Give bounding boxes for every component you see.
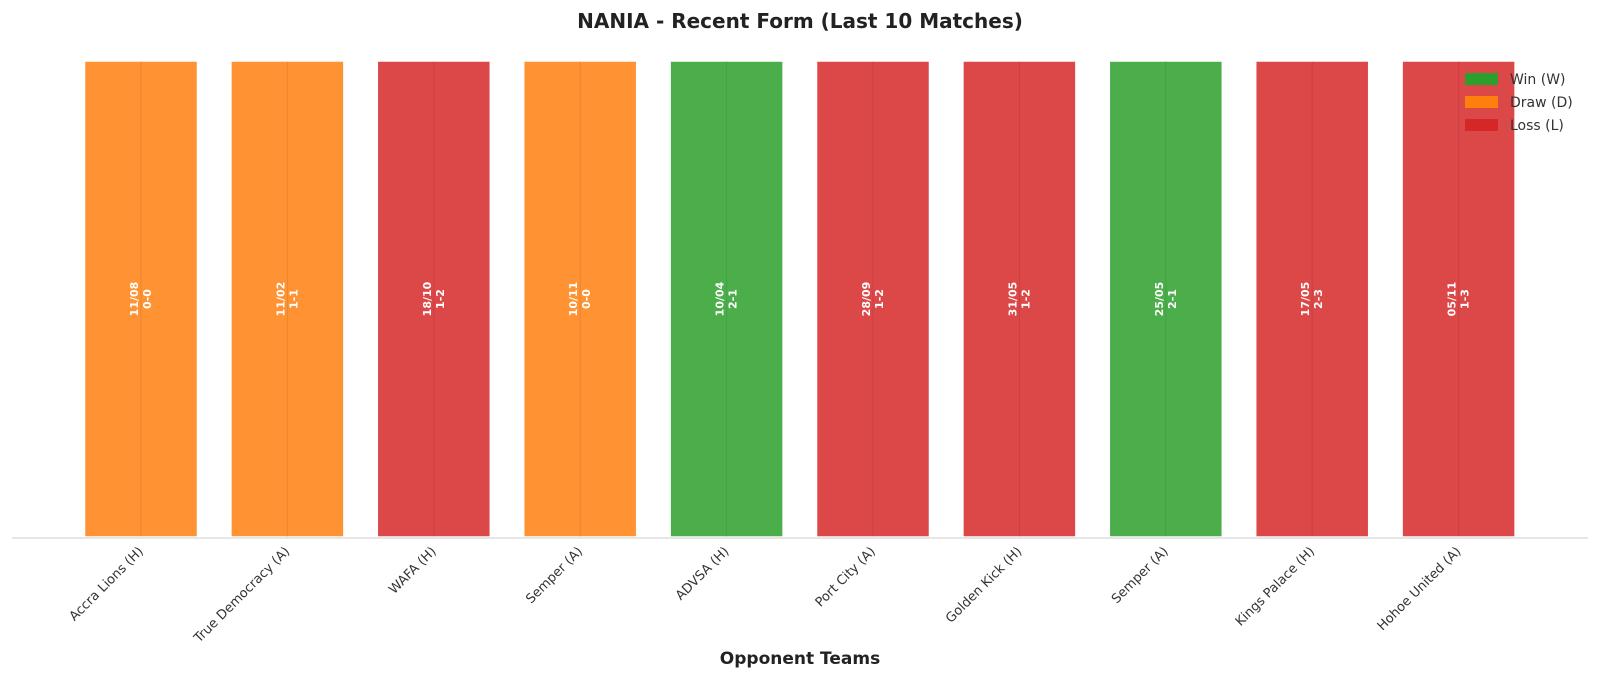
legend: Win (W) Draw (D) Loss (L): [1465, 72, 1573, 134]
legend-swatch-w: [1465, 73, 1498, 85]
bar-label-8: 25/052-1: [1153, 282, 1179, 317]
x-tick-labels: Accra Lions (H) True Democracy (A) WAFA (H…: [67, 544, 1465, 646]
match-score: 1-3: [1459, 289, 1472, 309]
bar-5: [669, 60, 784, 538]
match-score: 1-2: [873, 289, 886, 309]
legend-swatch-l: [1465, 119, 1498, 131]
bar-label-1: 11/080-0: [128, 282, 154, 317]
match-score: 2-3: [1312, 289, 1325, 309]
x-tick-label-5: ADVSA (H): [673, 544, 732, 603]
x-tick-label-3: WAFA (H): [386, 544, 439, 597]
bar-6: [815, 60, 931, 538]
match-date: 31/05: [1006, 282, 1019, 317]
x-tick-label-2: True Democracy (A): [191, 544, 293, 646]
match-date: 17/05: [1299, 282, 1312, 317]
bar-label-3: 18/101-2: [421, 281, 447, 316]
x-tick-label-4: Semper (A): [523, 544, 586, 607]
legend-label-d: Draw (D): [1510, 95, 1573, 111]
bar-4: [522, 60, 638, 538]
bar-1: [83, 60, 199, 538]
bar-label-9: 17/052-3: [1299, 282, 1325, 317]
bar-2: [230, 60, 345, 538]
match-date: 18/10: [421, 281, 434, 316]
bar-7: [962, 60, 1077, 538]
bar-label-7: 31/051-2: [1006, 282, 1032, 317]
x-tick-label-1: Accra Lions (H): [67, 544, 147, 624]
match-date: 05/11: [1446, 282, 1459, 317]
x-tick-label-6: Port City (A): [813, 544, 879, 610]
match-date: 11/08: [128, 282, 141, 317]
x-tick-label-8: Semper (A): [1109, 544, 1172, 607]
bar-8: [1108, 60, 1224, 538]
x-tick-label-10: Hohoe United (A): [1375, 544, 1465, 634]
bars-group: [83, 60, 1516, 538]
match-score: 0-0: [141, 289, 154, 309]
legend-label-w: Win (W): [1510, 72, 1566, 88]
legend-swatch-d: [1465, 96, 1498, 108]
bar-label-2: 11/021-1: [274, 282, 300, 317]
bar-9: [1254, 60, 1370, 538]
match-score: 1-1: [287, 289, 300, 309]
x-tick-label-9: Kings Palace (H): [1233, 544, 1318, 629]
match-date: 25/05: [1153, 282, 1166, 317]
bar-label-6: 28/091-2: [860, 282, 886, 317]
match-score: 0-0: [580, 289, 593, 309]
x-tick-label-7: Golden Kick (H): [943, 544, 1025, 626]
match-score: 1-2: [434, 289, 447, 309]
bar-10: [1401, 60, 1516, 538]
match-score: 1-2: [1019, 289, 1032, 309]
bar-label-5: 10/042-1: [714, 281, 740, 316]
match-date: 11/02: [274, 282, 287, 317]
bar-label-4: 10/110-0: [567, 282, 593, 317]
bar-3: [376, 60, 492, 538]
match-date: 10/11: [567, 282, 580, 317]
gridlines: [140, 61, 1460, 537]
match-score: 2-1: [1166, 289, 1179, 309]
match-date: 10/04: [714, 281, 727, 316]
match-score: 2-1: [727, 289, 740, 309]
chart-title: NANIA - Recent Form (Last 10 Matches): [577, 9, 1023, 33]
bar-label-10: 05/111-3: [1446, 282, 1472, 317]
match-date: 28/09: [860, 282, 873, 317]
bar-labels-group: 11/080-0 11/021-1 18/101-2 10/110-0 10/042-1…: [128, 281, 1472, 316]
x-axis-label: Opponent Teams: [720, 649, 880, 669]
legend-label-l: Loss (L): [1510, 118, 1564, 134]
